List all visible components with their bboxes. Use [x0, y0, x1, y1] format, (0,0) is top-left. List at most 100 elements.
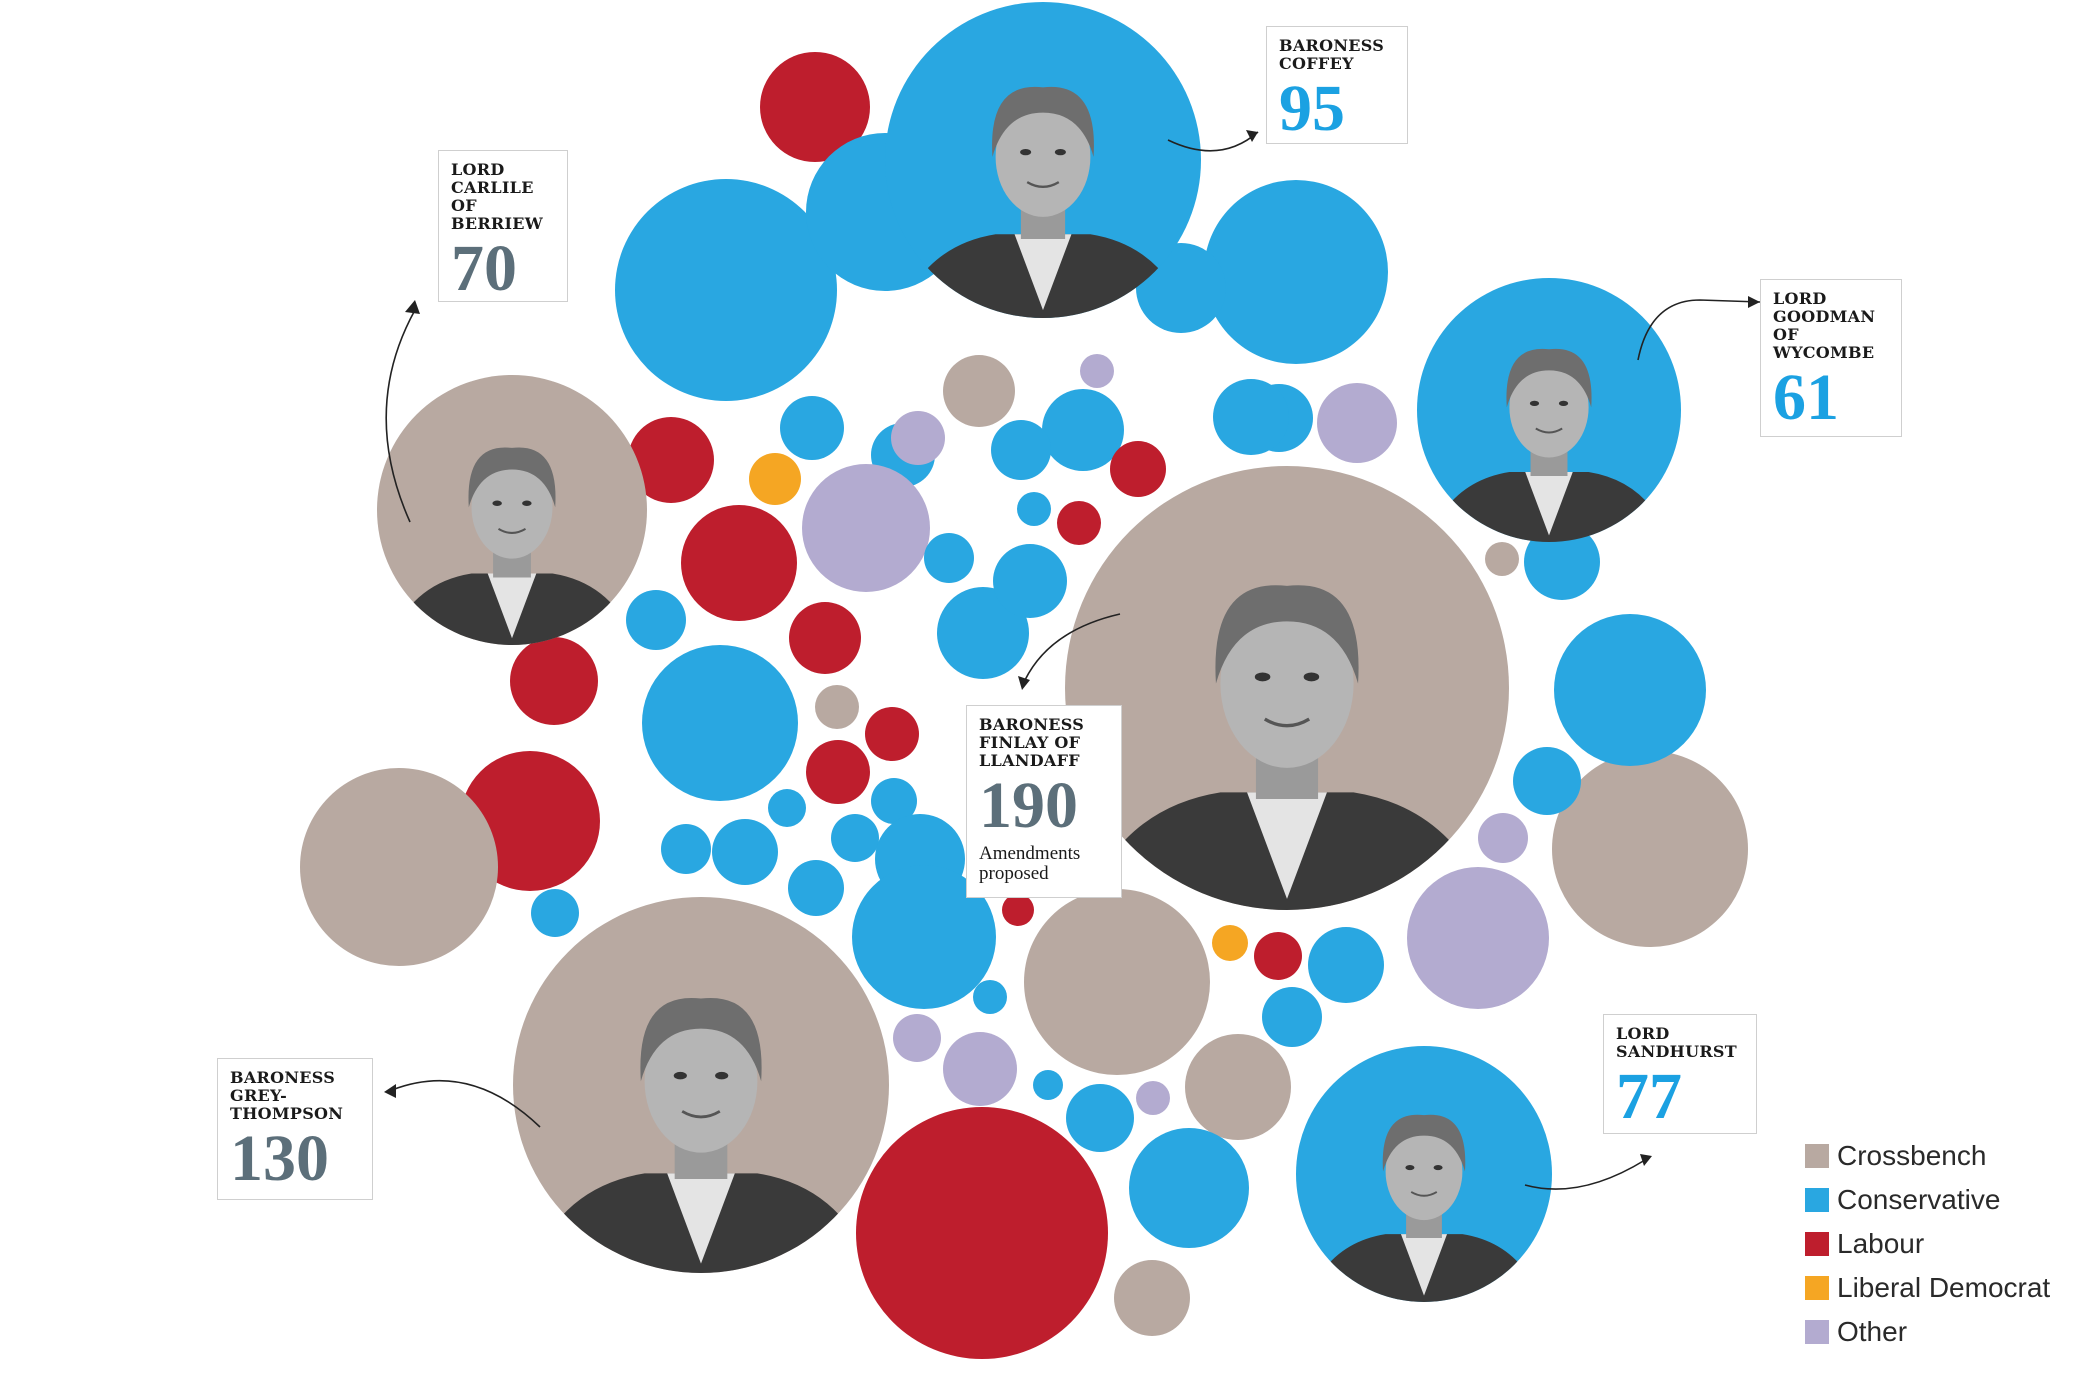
- legend-item-conservative: Conservative: [1805, 1178, 2050, 1222]
- peer-bubble-labour: [1057, 501, 1101, 545]
- portrait-sandhurst: [1296, 1046, 1552, 1302]
- peer-bubble-labour: [865, 707, 919, 761]
- legend: Crossbench Conservative Labour Liberal D…: [1805, 1134, 2050, 1354]
- peer-bubble-conservative: [991, 420, 1051, 480]
- peer-bubble-other: [893, 1014, 941, 1062]
- arrow-head: [1018, 676, 1030, 690]
- amendment-count: 190: [979, 769, 1078, 842]
- peer-bubble-other: [1407, 867, 1549, 1009]
- peer-bubble-conservative: [780, 396, 844, 460]
- peer-bubble-conservative: [1262, 987, 1322, 1047]
- arrow-head: [1748, 296, 1760, 308]
- callout-arrow: [1637, 299, 1761, 361]
- callout-coffey: BARONESS COFFEY 95: [1266, 26, 1408, 144]
- peer-bubble-crossbench: [1552, 751, 1748, 947]
- peer-bubble-conservative: [1042, 389, 1124, 471]
- peer-bubble-conservative: [788, 860, 844, 916]
- conservative-swatch: [1805, 1188, 1829, 1212]
- peer-bubble-other: [1136, 1081, 1170, 1115]
- peer-bubble-conservative: [1308, 927, 1384, 1003]
- callout-arrow: [385, 309, 416, 523]
- peer-bubble-labour: [1002, 894, 1034, 926]
- peer-bubble-conservative: [768, 789, 806, 827]
- legend-item-labour: Labour: [1805, 1222, 2050, 1266]
- legend-label: Labour: [1837, 1228, 1925, 1259]
- crossbench-swatch: [1805, 1144, 1829, 1168]
- peer-bubble-labour: [789, 602, 861, 674]
- callout-finlay: BARONESS FINLAY OF LLANDAFF 190 Amendmen…: [966, 705, 1122, 898]
- peer-bubble-conservative: [937, 587, 1029, 679]
- portrait-finlay: [1065, 466, 1509, 910]
- callout-sandhurst: LORD SANDHURST 77: [1603, 1014, 1757, 1134]
- amendment-count: 70: [451, 232, 517, 305]
- arrow-head: [405, 300, 420, 314]
- other-swatch: [1805, 1320, 1829, 1344]
- peer-bubble-labour: [1110, 441, 1166, 497]
- peer-bubble-labour: [681, 505, 797, 621]
- peer-bubble-other: [802, 464, 930, 592]
- amendment-count: 130: [230, 1122, 329, 1195]
- peer-bubble-conservative: [712, 819, 778, 885]
- legend-label: Liberal Democrat: [1837, 1272, 2051, 1303]
- peer-bubble-conservative: [1129, 1128, 1249, 1248]
- peer-name: LORD GOODMAN OF WYCOMBE: [1773, 289, 1876, 362]
- peer-bubble-labour: [806, 740, 870, 804]
- peer-bubble-conservative: [1017, 492, 1051, 526]
- peer-bubble-crossbench: [1024, 889, 1210, 1075]
- peer-bubble-labour: [1254, 932, 1302, 980]
- labour-swatch: [1805, 1232, 1829, 1256]
- legend-item-other: Other: [1805, 1310, 2050, 1354]
- peer-bubble-conservative: [615, 179, 837, 401]
- peer-bubble-other: [1478, 813, 1528, 863]
- callout-arrow: [391, 1079, 541, 1128]
- peer-bubble-conservative: [1524, 524, 1600, 600]
- peer-bubble-crossbench: [1114, 1260, 1190, 1336]
- peer-bubble-crossbench: [1485, 542, 1519, 576]
- liberal-democrat-swatch: [1805, 1276, 1829, 1300]
- callout-arrow: [1024, 613, 1121, 681]
- peer-bubble-labour: [628, 417, 714, 503]
- peer-bubble-conservative: [626, 590, 686, 650]
- peer-name: BARONESS GREY- THOMPSON: [230, 1068, 344, 1123]
- portrait-carlile: [377, 375, 647, 645]
- peer-bubble-conservative: [993, 544, 1067, 618]
- amendments-note: Amendments proposed: [979, 843, 1081, 884]
- legend-label: Conservative: [1837, 1184, 2001, 1215]
- peer-bubble-conservative: [852, 865, 996, 1009]
- peer-bubble-conservative: [642, 645, 798, 801]
- legend-label: Other: [1837, 1316, 1908, 1347]
- arrow-head: [1246, 130, 1258, 142]
- peer-bubble-conservative: [1204, 180, 1388, 364]
- peer-bubble-conservative: [1513, 747, 1581, 815]
- legend-item-crossbench: Crossbench: [1805, 1134, 2050, 1178]
- callout-grey-thompson: BARONESS GREY- THOMPSON 130: [217, 1058, 373, 1200]
- peer-bubble-labour: [856, 1107, 1108, 1359]
- peer-bubble-conservative: [973, 980, 1007, 1014]
- callout-carlile: LORD CARLILE OF BERRIEW 70: [438, 150, 568, 302]
- portrait-grey: [513, 897, 889, 1273]
- callout-goodman: LORD GOODMAN OF WYCOMBE 61: [1760, 279, 1902, 437]
- callout-arrows: [384, 130, 1761, 1190]
- peer-bubble-conservative: [1066, 1084, 1134, 1152]
- peer-bubble-conservative: [924, 533, 974, 583]
- peer-name: BARONESS COFFEY: [1279, 36, 1385, 73]
- peer-bubble-conservative: [661, 824, 711, 874]
- peer-bubble-crossbench: [815, 685, 859, 729]
- peer-bubble-other: [891, 411, 945, 465]
- peer-bubble-conservative: [831, 814, 879, 862]
- amendment-count: 61: [1773, 361, 1839, 434]
- peer-bubble-conservative: [531, 889, 579, 937]
- peer-bubble-other: [943, 1032, 1017, 1106]
- peer-bubble-other: [1080, 354, 1114, 388]
- portrait-goodman: [1417, 278, 1681, 542]
- callout-arrow: [1167, 131, 1259, 152]
- peer-bubble-other: [1317, 383, 1397, 463]
- peer-bubble-conservative: [1213, 379, 1289, 455]
- legend-label: Crossbench: [1837, 1140, 1987, 1171]
- peer-name: BARONESS FINLAY OF LLANDAFF: [979, 715, 1085, 770]
- peer-bubble-crossbench: [1185, 1034, 1291, 1140]
- peer-bubble-crossbench: [943, 355, 1015, 427]
- arrow-head: [384, 1084, 396, 1098]
- peer-name: LORD CARLILE OF BERRIEW: [451, 160, 544, 233]
